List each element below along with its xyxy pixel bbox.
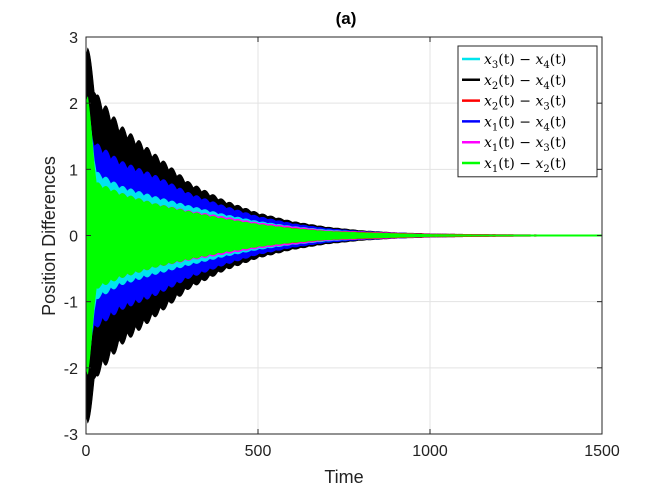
plot-area [85,47,603,424]
legend: x3(t) − x4(t)x2(t) − x4(t)x2(t) − x3(t)x… [457,45,598,178]
x-tick-label: 1000 [412,443,448,460]
legend-entry: x1(t) − x4(t) [484,114,566,133]
x-tick-label: 0 [82,443,91,460]
legend-entry: x1(t) − x2(t) [484,156,566,175]
legend-entry: x2(t) − x3(t) [484,94,566,113]
legend-entry: x2(t) − x4(t) [484,73,566,92]
y-tick-label: 3 [69,30,78,47]
y-tick-label: 2 [69,96,78,113]
legend-entry: x1(t) − x3(t) [484,135,566,154]
y-tick-label: -2 [64,361,78,378]
y-tick-label: -3 [64,427,78,444]
chart-title: (a) [336,9,357,28]
legend-entry: x3(t) − x4(t) [484,52,566,71]
x-tick-label: 500 [245,443,272,460]
ticks: 0 500 1000 1500 -3 -2 -1 0 1 2 3 [64,30,620,460]
x-axis-label: Time [324,467,363,487]
y-tick-label: 0 [69,229,78,246]
y-tick-label: 1 [69,162,78,179]
y-tick-label: -1 [64,295,78,312]
legend-box [457,45,598,178]
x-tick-label: 1500 [584,443,620,460]
y-axis-label: Position Differences [39,156,59,316]
